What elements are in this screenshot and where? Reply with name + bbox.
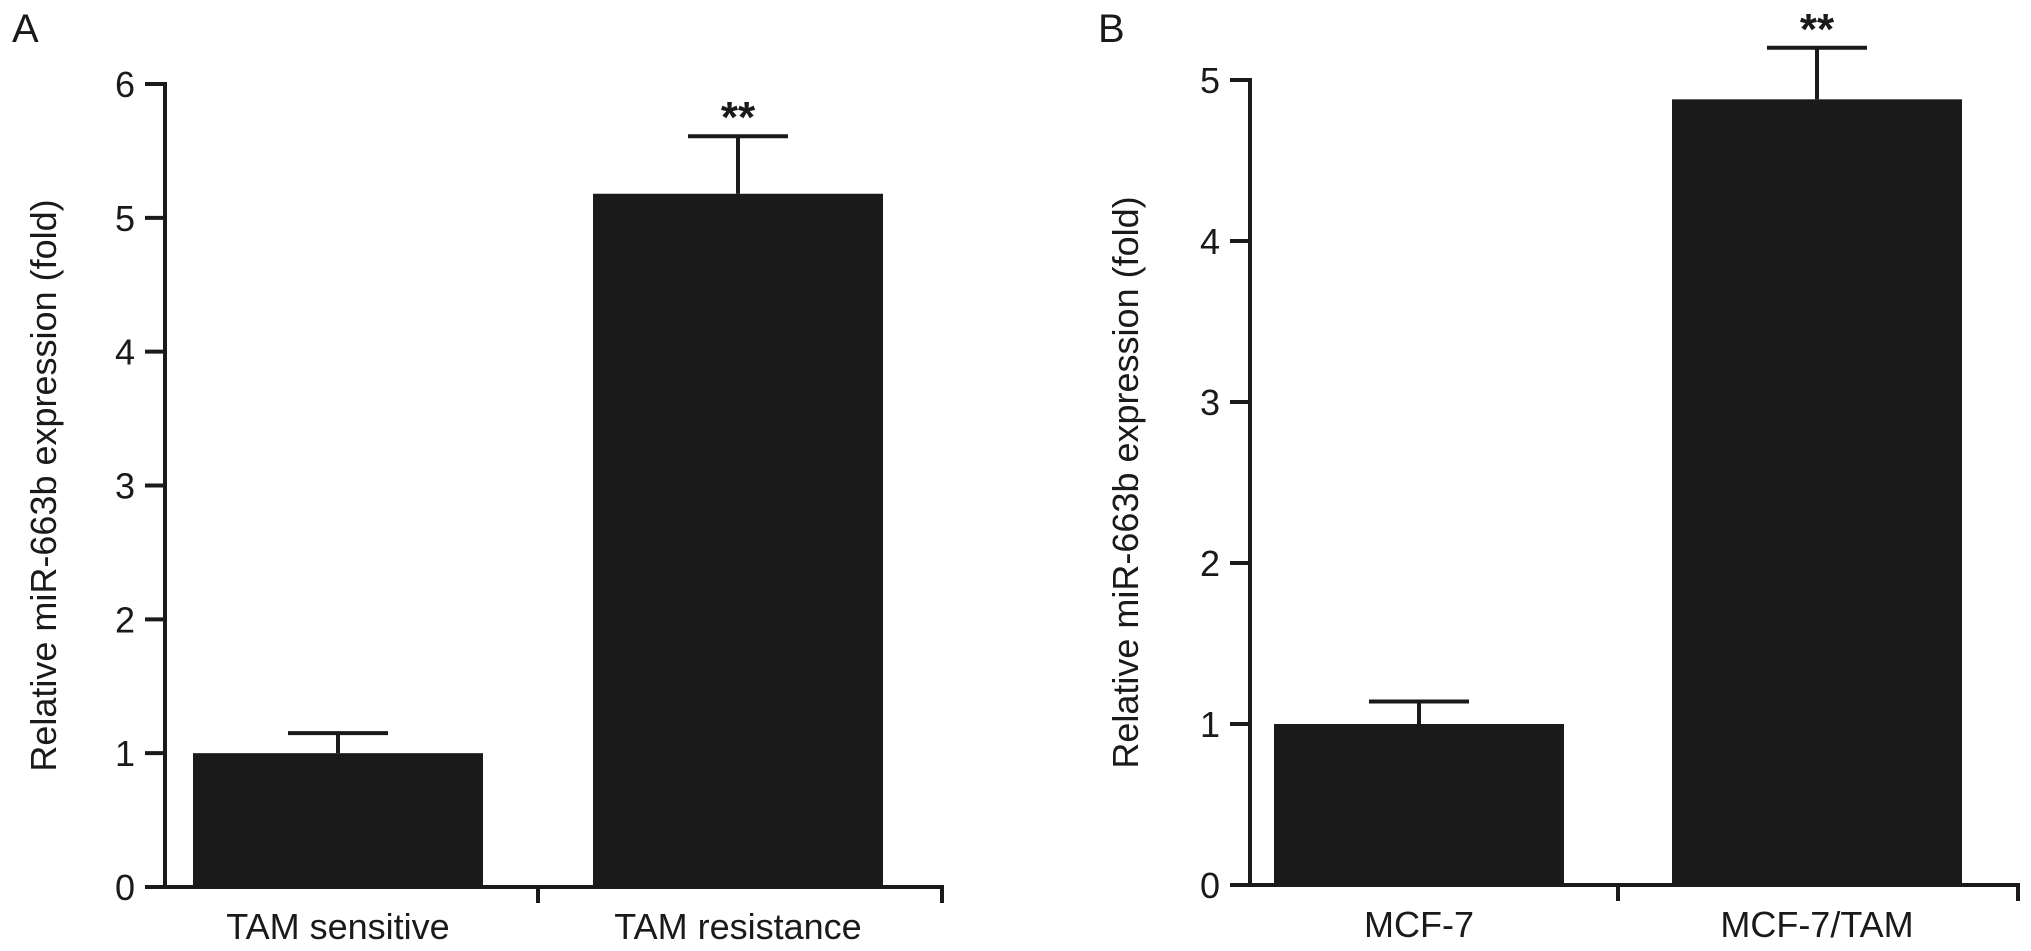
y-tick-label: 6 <box>115 64 135 105</box>
y-tick-label: 1 <box>1200 704 1220 745</box>
x-category-label: TAM sensitive <box>226 906 449 947</box>
x-category-label: TAM resistance <box>614 906 861 947</box>
y-tick-label: 0 <box>115 867 135 908</box>
x-category-label: MCF-7/TAM <box>1720 904 1913 945</box>
y-tick-label: 5 <box>1200 60 1220 101</box>
significance-label: ** <box>721 93 756 142</box>
y-tick-label: 2 <box>1200 543 1220 584</box>
panel-b: B 0 1 2 3 4 5 MCF-7 ** MCF-7/TAM Relative miR-663b… <box>1098 5 2020 945</box>
y-tick-label: 3 <box>115 466 135 507</box>
y-tick-label: 4 <box>115 332 135 373</box>
bar <box>1274 724 1564 885</box>
y-axis-title: Relative miR-663b expression (fold) <box>23 199 64 771</box>
bar <box>1672 99 1962 885</box>
y-tick-label: 3 <box>1200 382 1220 423</box>
bar <box>593 193 883 887</box>
bar <box>193 753 483 887</box>
y-tick-label: 5 <box>115 198 135 239</box>
y-tick-label: 0 <box>1200 865 1220 906</box>
y-tick-label: 2 <box>115 599 135 640</box>
panel-a: A 0 1 2 3 4 5 6 TAM sensitive ** TAM resistance Rel… <box>12 7 944 947</box>
x-category-label: MCF-7 <box>1364 904 1474 945</box>
significance-label: ** <box>1800 5 1835 54</box>
y-axis-title: Relative miR-663b expression (fold) <box>1105 196 1146 768</box>
panel-letter: A <box>12 7 39 51</box>
y-tick-label: 4 <box>1200 221 1220 262</box>
y-tick-label: 1 <box>115 733 135 774</box>
panel-letter: B <box>1098 7 1125 51</box>
